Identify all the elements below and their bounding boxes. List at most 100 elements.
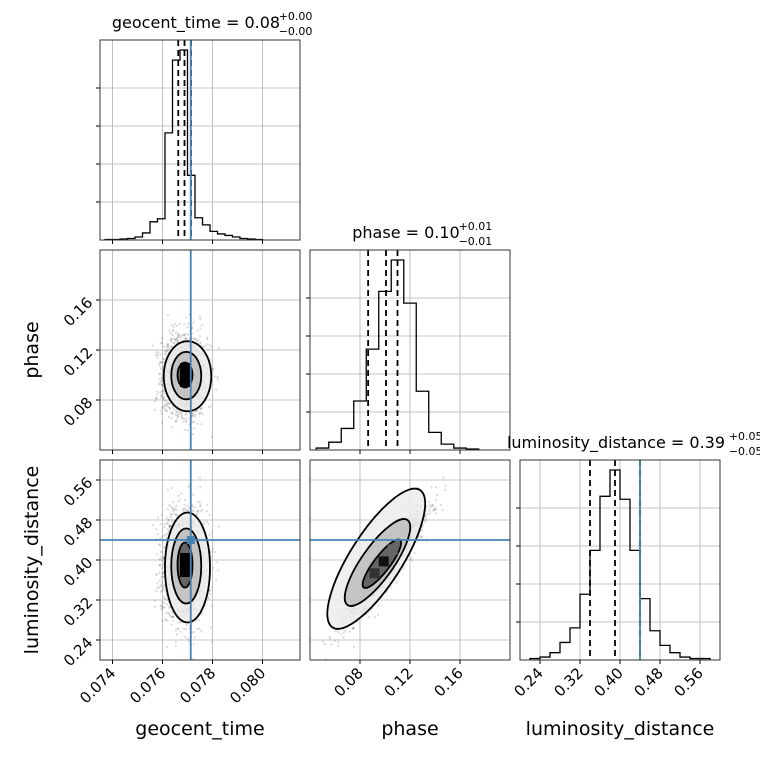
sample-point <box>176 627 179 630</box>
sample-point <box>174 420 177 423</box>
sample-point <box>174 339 177 342</box>
panel-geocent_time-vs-phase: 0.080.120.16 <box>60 249 301 454</box>
sample-point <box>160 421 164 424</box>
sample-point <box>192 630 196 634</box>
sample-point <box>154 599 157 602</box>
sample-point <box>162 556 165 559</box>
sample-point <box>159 556 162 559</box>
sample-point <box>177 494 180 497</box>
sample-point <box>210 435 213 438</box>
y-tick-label: 0.56 <box>60 474 96 510</box>
sample-point <box>217 347 220 350</box>
sample-point <box>165 645 168 649</box>
sample-point <box>151 524 154 527</box>
sample-point <box>170 426 173 429</box>
sample-point <box>194 413 197 417</box>
sample-point <box>217 525 220 528</box>
sample-point <box>171 333 174 336</box>
sample-point <box>167 519 170 522</box>
sample-point <box>198 315 201 318</box>
sample-point <box>165 522 168 525</box>
sample-point <box>154 396 157 399</box>
panel-frame <box>99 39 301 241</box>
sample-point <box>167 518 170 521</box>
sample-point <box>159 391 162 394</box>
sample-point <box>166 402 169 405</box>
sample-point <box>187 486 190 489</box>
sample-point <box>166 619 169 622</box>
x-tick-label: 0.074 <box>76 664 119 707</box>
sample-point <box>164 408 167 411</box>
sample-point <box>183 503 186 506</box>
sample-point <box>156 351 160 354</box>
panel-title-sup: +0.01 <box>459 220 493 233</box>
sample-point <box>171 329 174 332</box>
sample-point <box>166 344 169 347</box>
sample-point <box>166 522 170 525</box>
sample-point <box>395 581 398 584</box>
sample-point <box>174 644 177 647</box>
sample-point <box>200 423 203 426</box>
sample-point <box>197 413 201 416</box>
sample-point <box>158 579 161 582</box>
sample-point <box>167 348 171 351</box>
sample-point <box>176 414 179 417</box>
sample-point <box>191 433 195 436</box>
sample-point <box>158 558 161 561</box>
sample-point <box>196 409 199 412</box>
sample-point <box>428 509 431 512</box>
sample-point <box>160 383 163 386</box>
sample-point <box>200 407 203 410</box>
sample-point <box>181 509 185 512</box>
sample-point <box>164 523 167 526</box>
sample-point <box>182 507 185 510</box>
sample-point <box>199 486 202 489</box>
sample-point <box>195 510 198 514</box>
panel-phase-vs-luminosity_distance: 0.08 0.12 0.16 <box>309 459 511 700</box>
sample-point <box>168 525 171 528</box>
sample-point <box>162 606 165 609</box>
sample-point <box>159 604 162 607</box>
sample-point <box>213 550 216 554</box>
sample-point <box>160 341 164 344</box>
sample-point <box>206 336 209 339</box>
sample-point <box>196 501 199 504</box>
sample-point <box>151 344 154 347</box>
sample-point <box>418 535 421 538</box>
sample-point <box>199 503 202 507</box>
sample-point <box>402 566 405 569</box>
sample-point <box>163 352 166 356</box>
sample-point <box>199 318 202 321</box>
sample-point <box>155 354 158 357</box>
sample-point <box>192 337 195 340</box>
sample-point <box>160 589 163 592</box>
y-tick-label: 0.16 <box>60 294 96 330</box>
sample-point <box>166 342 170 346</box>
sample-point <box>161 550 164 554</box>
sample-point <box>156 356 159 359</box>
sample-point <box>161 572 164 576</box>
sample-point <box>205 343 209 346</box>
sample-point <box>205 520 209 523</box>
sample-point <box>172 509 176 512</box>
sample-point <box>180 414 184 417</box>
sample-point <box>200 508 204 512</box>
sample-point <box>186 504 189 508</box>
sample-point <box>198 476 201 479</box>
sample-point <box>165 346 168 349</box>
sample-point <box>428 500 431 504</box>
sample-point <box>160 368 163 371</box>
sample-point <box>174 629 177 632</box>
sample-point <box>170 337 173 340</box>
sample-point <box>185 412 188 415</box>
sample-point <box>209 405 212 408</box>
sample-point <box>187 322 190 325</box>
sample-point <box>188 640 191 643</box>
sample-point <box>187 509 190 513</box>
sample-point <box>170 411 173 414</box>
sample-point <box>352 626 355 629</box>
sample-point <box>213 375 216 378</box>
sample-point <box>192 505 195 509</box>
sample-point <box>168 503 171 507</box>
sample-point <box>165 533 168 536</box>
